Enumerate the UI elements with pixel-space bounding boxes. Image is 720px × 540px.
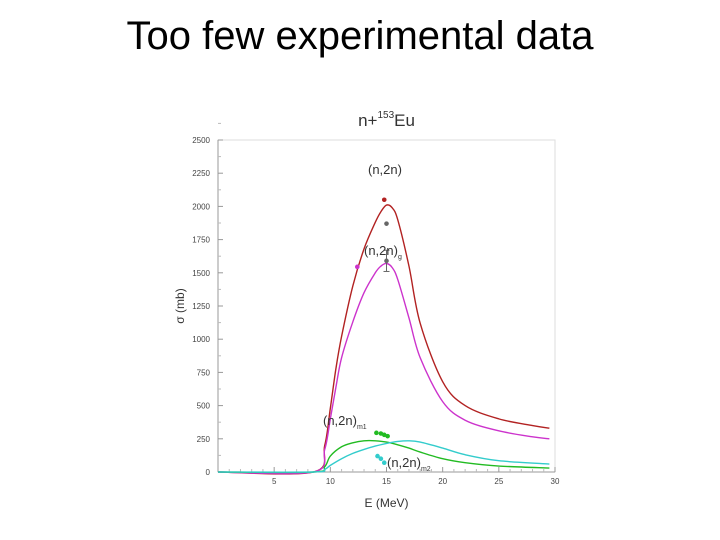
x-tick-label: 10 — [326, 477, 335, 486]
x-axis-label: E (MeV) — [364, 496, 408, 510]
data-point — [384, 258, 389, 264]
data-point — [384, 221, 389, 226]
y-tick-label: 2000 — [192, 202, 210, 211]
x-tick-label: 15 — [382, 477, 391, 486]
curve-label-sub: g — [398, 254, 402, 261]
x-tick-label: 25 — [494, 477, 503, 486]
curve-label-sub: m1 — [357, 424, 367, 431]
y-tick-label: 250 — [197, 435, 211, 444]
y-tick-label: 0 — [206, 468, 211, 477]
chart-svg: n+153Eu 0 250 500 750 1000 1250 1500 1750 2000 22… — [173, 110, 560, 510]
y-tick-label: 750 — [197, 368, 211, 377]
series-line-0 — [217, 204, 550, 475]
curve-label-0: (n,2n) — [368, 162, 402, 177]
curves — [217, 204, 550, 475]
plot-frame — [217, 139, 556, 473]
x-tick-label: 20 — [438, 477, 447, 486]
chart-title-text: n+153Eu — [358, 110, 415, 130]
y-tick-label: 500 — [197, 402, 211, 411]
curve-label-2: (n,2n)m1 — [323, 413, 367, 431]
chart-title: n+153Eu — [358, 110, 415, 130]
curve-labels: (n,2n)(n,2n)g(n,2n)m1(n,2n)m2 — [323, 162, 431, 473]
y-tick-label: 1750 — [192, 236, 210, 245]
series-line-1 — [217, 262, 550, 475]
curve-label-main: (n,2n) — [364, 243, 398, 258]
curve-label-main: (n,2n) — [368, 162, 402, 177]
data-point — [381, 197, 387, 203]
data-point — [375, 453, 380, 459]
curve-label-main: (n,2n) — [323, 413, 357, 428]
y-axis: 0 250 500 750 1000 1250 1500 1750 2000 2250 2500 — [192, 122, 223, 477]
x-tick-label: 30 — [551, 477, 560, 486]
cross-section-chart: n+153Eu 0 250 500 750 1000 1250 1500 1750 2000 22… — [168, 100, 568, 520]
y-tick-label: 1500 — [192, 269, 210, 278]
y-tick-label: 1000 — [192, 335, 210, 344]
curve-label-main: (n,2n) — [387, 455, 421, 470]
x-tick-label: 5 — [272, 477, 277, 486]
series-line-3 — [217, 440, 550, 473]
data-point — [378, 456, 384, 462]
chart-title-prefix: n+ — [358, 111, 377, 130]
y-tick-label: 2250 — [192, 169, 210, 178]
curve-label-sub: m2 — [421, 466, 431, 473]
curve-label-3: (n,2n)m2 — [387, 455, 431, 473]
y-tick-label: 2500 — [192, 136, 210, 145]
slide-title: Too few experimental data — [126, 14, 594, 58]
y-axis-label: σ (mb) — [173, 288, 187, 323]
chart-title-suffix: Eu — [394, 111, 415, 130]
data-point — [381, 460, 387, 466]
chart-title-superscript: 153 — [377, 110, 394, 121]
series-line-2 — [217, 439, 550, 474]
data-point — [385, 433, 390, 439]
y-tick-label: 1250 — [192, 302, 210, 311]
experimental-points — [354, 197, 390, 466]
curve-label-1: (n,2n)g — [364, 243, 402, 261]
data-point — [374, 430, 379, 436]
data-point — [354, 264, 360, 270]
